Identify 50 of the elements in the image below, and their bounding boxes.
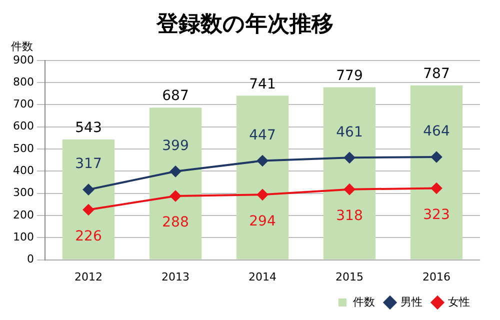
data-label: 779 [336,68,363,84]
y-tick-label: 0 [26,252,34,266]
point [344,152,355,164]
chart-title: 登録数の年次推移 [156,12,334,37]
data-label: 464 [423,124,450,140]
y-tick-label: 500 [12,142,34,155]
data-label: 317 [75,156,102,172]
point [257,189,268,200]
data-label: 543 [75,120,102,136]
data-label: 687 [162,88,189,104]
data-label: 226 [75,228,102,244]
legend-label: 件数 [353,295,375,308]
y-tick-label: 100 [12,230,34,244]
bar [62,139,115,260]
bar [323,87,376,260]
y-tick-label: 900 [12,53,34,66]
x-tick-label: 2015 [336,270,364,284]
data-label: 787 [423,66,450,82]
data-label: 294 [249,213,276,230]
y-tick-label: 400 [12,164,34,178]
data-label: 288 [162,214,189,231]
point [431,182,442,194]
point [344,184,355,195]
bar [410,85,463,260]
legend-label: 男性 [400,295,422,308]
y-axis-title: 件数 [11,40,33,53]
data-label: 741 [249,76,276,92]
bar [236,96,289,260]
bar [149,108,202,260]
data-label: 318 [336,208,363,224]
point [257,155,268,166]
y-tick-label: 800 [12,75,34,88]
point [431,152,442,162]
data-label: 323 [423,206,450,223]
point [170,190,181,202]
legend-label: 女性 [448,295,470,308]
x-tick-label: 2013 [161,270,190,284]
x-tick-label: 2016 [422,270,450,284]
point [82,204,94,216]
point [170,166,181,177]
y-tick-label: 300 [12,186,34,200]
x-tick-label: 2014 [248,270,276,284]
point [82,184,94,196]
data-label: 447 [249,127,276,144]
x-tick-label: 2012 [74,270,102,284]
y-tick-label: 700 [12,98,34,111]
y-tick-label: 200 [12,208,34,222]
data-label: 399 [162,138,189,154]
data-label: 461 [336,124,363,140]
y-tick-label: 600 [12,120,34,133]
